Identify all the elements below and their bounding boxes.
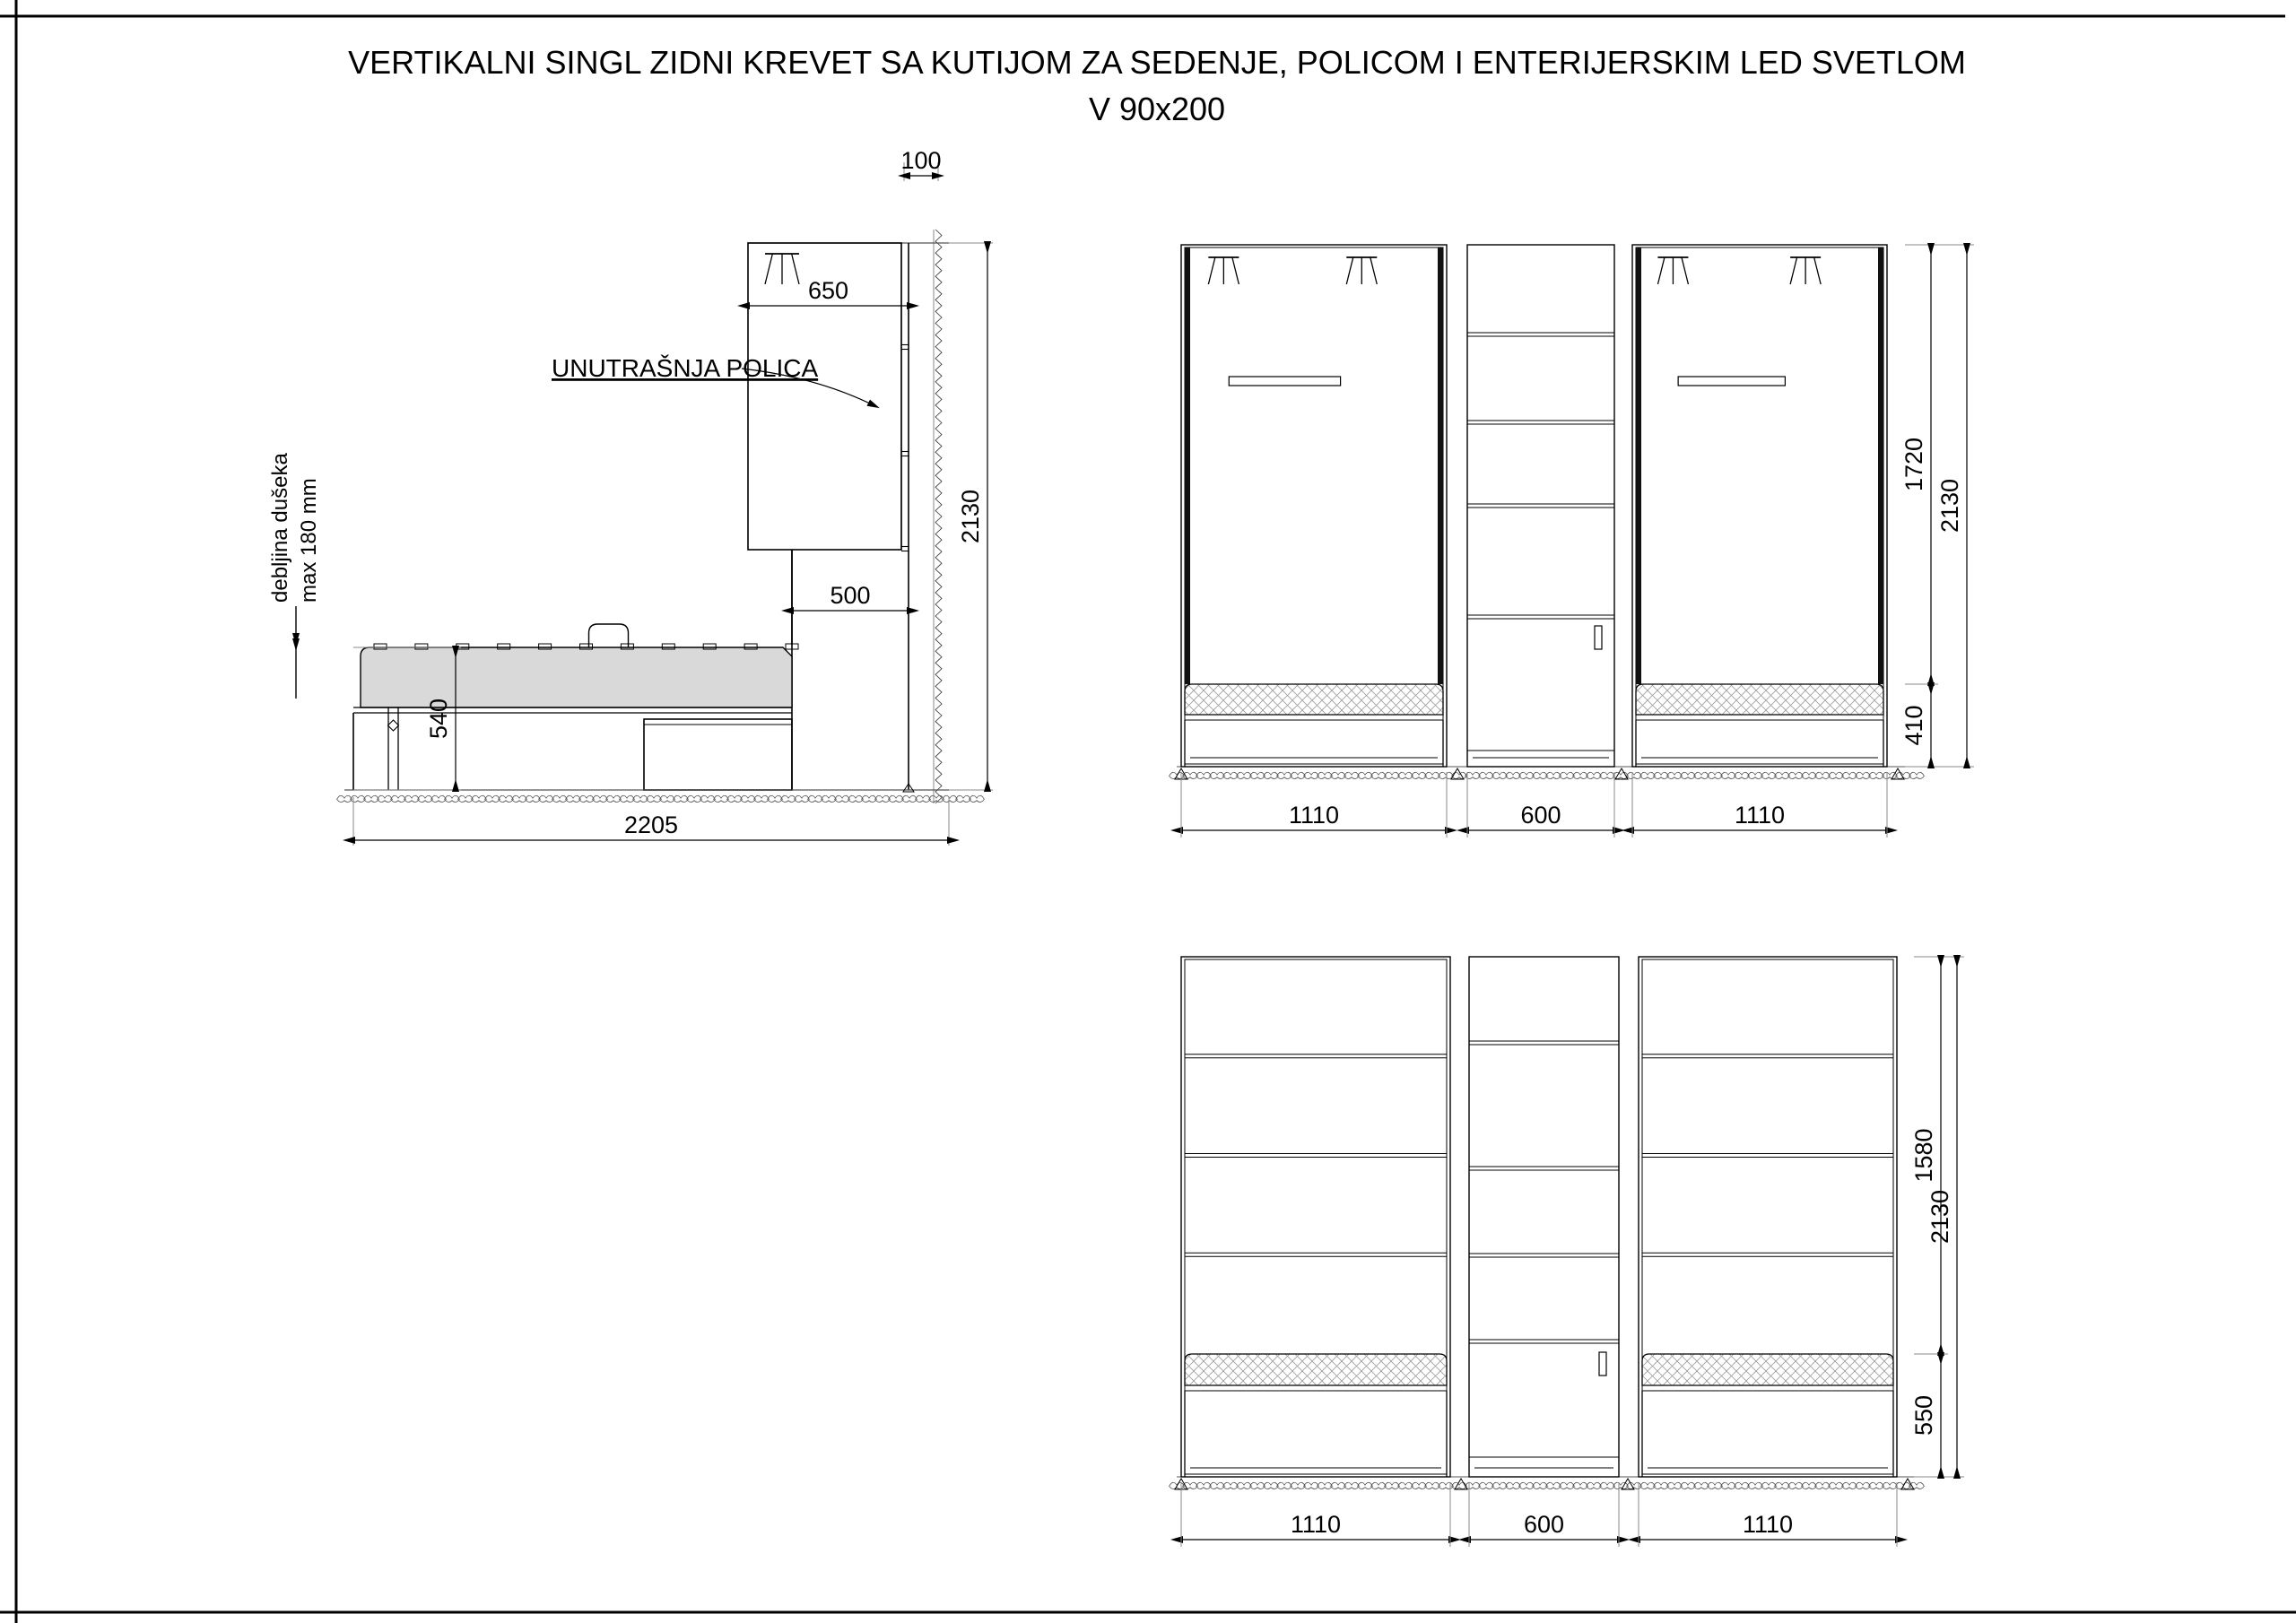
svg-text:600: 600 [1524,1511,1564,1538]
svg-text:2130: 2130 [957,490,984,543]
svg-text:600: 600 [1520,802,1561,829]
svg-text:2130: 2130 [1926,1190,1953,1244]
svg-text:VERTIKALNI SINGL ZIDNI KREVET: VERTIKALNI SINGL ZIDNI KREVET SA KUTIJOM… [348,44,1966,81]
svg-text:1110: 1110 [1291,1511,1341,1538]
svg-text:UNUTRAŠNJA POLICA: UNUTRAŠNJA POLICA [552,354,818,382]
svg-text:650: 650 [808,277,848,304]
svg-text:1110: 1110 [1289,802,1339,829]
svg-text:1720: 1720 [1900,438,1927,491]
svg-text:max 180 mm: max 180 mm [297,478,321,603]
svg-text:550: 550 [1910,1395,1937,1436]
svg-text:2205: 2205 [624,812,678,838]
svg-text:500: 500 [830,582,870,609]
svg-text:410: 410 [1900,705,1927,745]
svg-text:1580: 1580 [1910,1128,1937,1182]
svg-text:V 90x200: V 90x200 [1089,91,1225,127]
svg-text:540: 540 [425,699,452,739]
svg-text:100: 100 [900,147,941,174]
svg-text:debljina dušeka: debljina dušeka [268,453,292,603]
svg-text:1110: 1110 [1735,802,1785,829]
svg-text:2130: 2130 [1936,479,1963,533]
svg-text:1110: 1110 [1743,1511,1793,1538]
